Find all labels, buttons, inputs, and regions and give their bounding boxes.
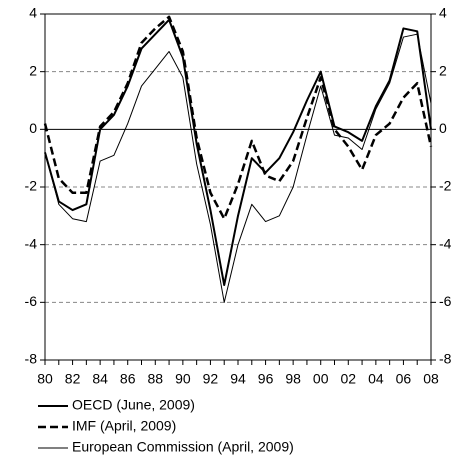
y2-tick-label: 0 [439, 120, 447, 136]
x-tick-label: 00 [313, 371, 329, 387]
y-tick-label: 4 [29, 5, 37, 21]
series-line [44, 18, 432, 287]
x-tick-label: 06 [396, 371, 412, 387]
series-line [44, 33, 432, 303]
legend-label: OECD (June, 2009) [72, 397, 195, 413]
y2-tick-label: -2 [439, 178, 452, 194]
y-tick-label: -4 [25, 235, 38, 251]
y2-tick-label: 4 [439, 5, 447, 21]
series-line [43, 15, 433, 220]
legend-label: European Commission (April, 2009) [72, 439, 294, 455]
y-tick-label: -2 [25, 178, 38, 194]
y-tick-label: -6 [25, 293, 38, 309]
x-tick-label: 94 [230, 371, 246, 387]
x-tick-label: 84 [92, 371, 108, 387]
y-tick-label: -8 [25, 351, 38, 367]
x-tick-label: 80 [37, 371, 53, 387]
x-tick-label: 02 [340, 371, 356, 387]
y2-tick-label: -6 [439, 293, 452, 309]
y-tick-label: 0 [29, 120, 37, 136]
x-tick-label: 04 [368, 371, 384, 387]
y2-tick-label: 2 [439, 62, 447, 78]
x-tick-label: 86 [120, 371, 136, 387]
x-tick-label: 08 [423, 371, 439, 387]
y2-tick-label: -8 [439, 351, 452, 367]
x-tick-label: 96 [258, 371, 274, 387]
y2-tick-label: -4 [439, 235, 452, 251]
legend-label: IMF (April, 2009) [72, 418, 176, 434]
y-tick-label: 2 [29, 62, 37, 78]
x-tick-label: 88 [147, 371, 163, 387]
x-tick-label: 92 [203, 371, 219, 387]
x-tick-label: 98 [285, 371, 301, 387]
x-tick-label: 90 [175, 371, 191, 387]
x-tick-label: 82 [65, 371, 81, 387]
